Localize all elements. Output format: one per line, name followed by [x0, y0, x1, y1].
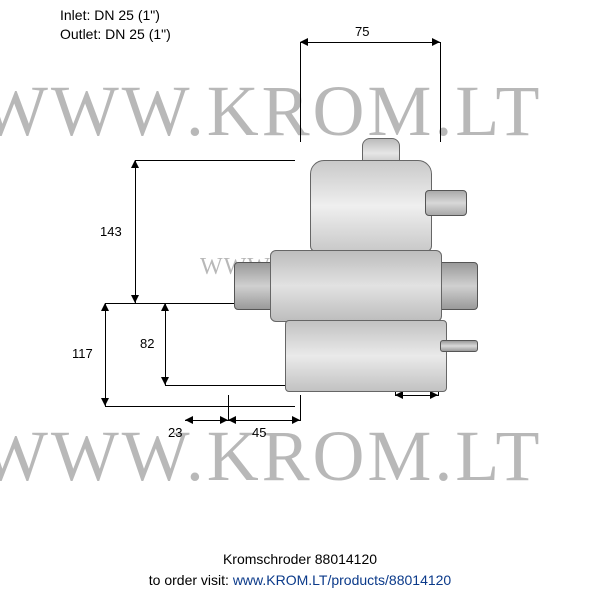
- outlet-spec: Outlet: DN 25 (1"): [60, 25, 171, 44]
- dim-arrow: [161, 377, 169, 385]
- dim-23-left: 23: [168, 425, 182, 440]
- dim-arrow: [101, 303, 109, 311]
- dim-line-117: [105, 303, 106, 406]
- dim-82: 82: [140, 336, 154, 351]
- ext-line: [440, 42, 441, 142]
- brand-name: Kromschroder: [223, 551, 311, 567]
- actuator-body: [310, 160, 432, 252]
- dim-arrow: [185, 416, 193, 424]
- dim-line-top: [300, 42, 440, 43]
- order-prefix: to order visit:: [149, 572, 233, 588]
- dim-143: 143: [100, 224, 122, 239]
- port-spec-block: Inlet: DN 25 (1") Outlet: DN 25 (1"): [60, 6, 171, 44]
- dim-arrow: [101, 398, 109, 406]
- ext-line: [300, 42, 301, 142]
- dim-117: 117: [72, 346, 93, 361]
- drawing-canvas: Inlet: DN 25 (1") Outlet: DN 25 (1") WWW…: [0, 0, 600, 600]
- dim-arrow: [131, 160, 139, 168]
- outlet-port: [436, 262, 478, 310]
- part-number: 88014120: [315, 551, 377, 567]
- dim-line-143: [135, 160, 136, 303]
- dim-line-82: [165, 303, 166, 385]
- side-nipple: [440, 340, 478, 352]
- order-url[interactable]: www.KROM.LT/products/88014120: [233, 572, 451, 588]
- inlet-spec: Inlet: DN 25 (1"): [60, 6, 171, 25]
- dim-arrow: [131, 295, 139, 303]
- dim-arrow: [432, 38, 440, 46]
- product-illustration: [230, 130, 480, 430]
- dim-top-width: 75: [355, 24, 369, 39]
- footer-block: Kromschroder 88014120 to order visit: ww…: [0, 549, 600, 590]
- dim-arrow: [161, 303, 169, 311]
- dim-arrow: [300, 38, 308, 46]
- ext-line: [228, 395, 229, 421]
- valve-body: [270, 250, 442, 322]
- regulator-base: [285, 320, 447, 392]
- dim-arrow: [220, 416, 228, 424]
- electrical-connector: [425, 190, 467, 216]
